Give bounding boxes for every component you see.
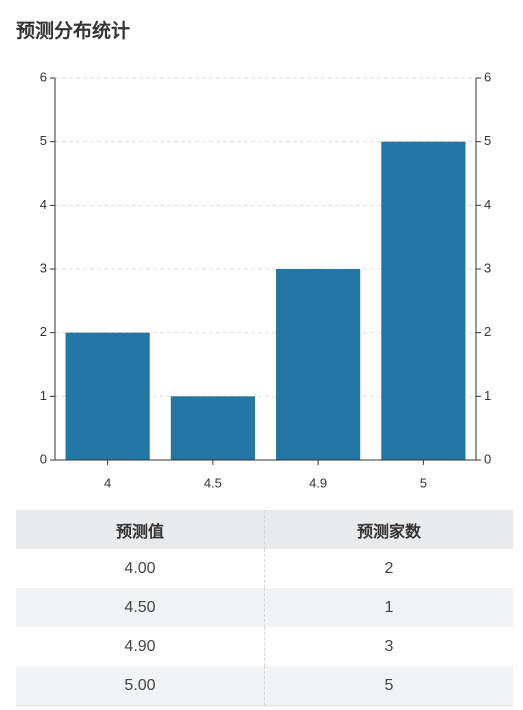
x-tick-label: 4.5 (204, 475, 222, 490)
y2-tick-label: 1 (484, 388, 491, 403)
y2-tick-label: 0 (484, 451, 491, 466)
table-row: 4.90 3 (16, 627, 513, 666)
y-tick-label: 3 (40, 260, 47, 275)
table-cell: 2 (384, 559, 394, 577)
y-tick-label: 5 (40, 133, 47, 148)
y2-tick-label: 3 (484, 260, 491, 275)
x-tick-label: 5 (420, 475, 427, 490)
y-tick-label: 1 (40, 388, 47, 403)
y-tick-label: 4 (40, 197, 47, 212)
table-cell: 3 (384, 637, 394, 655)
table-cell: 4.90 (16, 627, 265, 666)
y2-tick-label: 5 (484, 133, 491, 148)
y-tick-label: 0 (40, 451, 47, 466)
header-cell: 预测值 (16, 510, 265, 549)
chart: 0 1 2 3 4 5 6 0 1 2 3 4 5 6 4 4.5 4.9 5 (40, 69, 491, 490)
y-tick-label: 2 (40, 324, 47, 339)
table-cell: 5.00 (16, 666, 265, 706)
header-cell: 预测家数 (264, 510, 513, 549)
bar (170, 396, 255, 460)
bar (381, 141, 466, 460)
x-tick-label: 4.9 (309, 475, 327, 490)
table-body: 4.00 2 4.50 1 4.90 3 5.00 5 (16, 549, 513, 706)
chart-title: 预测分布统计 (16, 21, 131, 42)
table-header: 预测值 预测家数 (16, 510, 513, 549)
table-cell: 1 (264, 588, 513, 627)
y2-tick-label: 2 (484, 324, 491, 339)
y2-tick-label: 4 (484, 197, 491, 212)
x-tick-label: 4 (104, 475, 111, 490)
data-table: 预测值 预测家数 4.00 2 4.50 1 4.90 3 5.00 5 (16, 510, 513, 706)
table-cell: 4.00 (16, 549, 265, 588)
table-row: 5.00 5 (16, 666, 513, 706)
bar (65, 332, 150, 460)
table-row: 4.00 2 (16, 549, 513, 588)
y2-tick-label: 6 (484, 69, 491, 84)
y-tick-label: 6 (40, 69, 47, 84)
bar (276, 269, 361, 460)
table-cell: 4.50 (16, 588, 265, 627)
table-cell: 5 (264, 666, 513, 706)
table-row: 4.50 1 (16, 588, 513, 627)
